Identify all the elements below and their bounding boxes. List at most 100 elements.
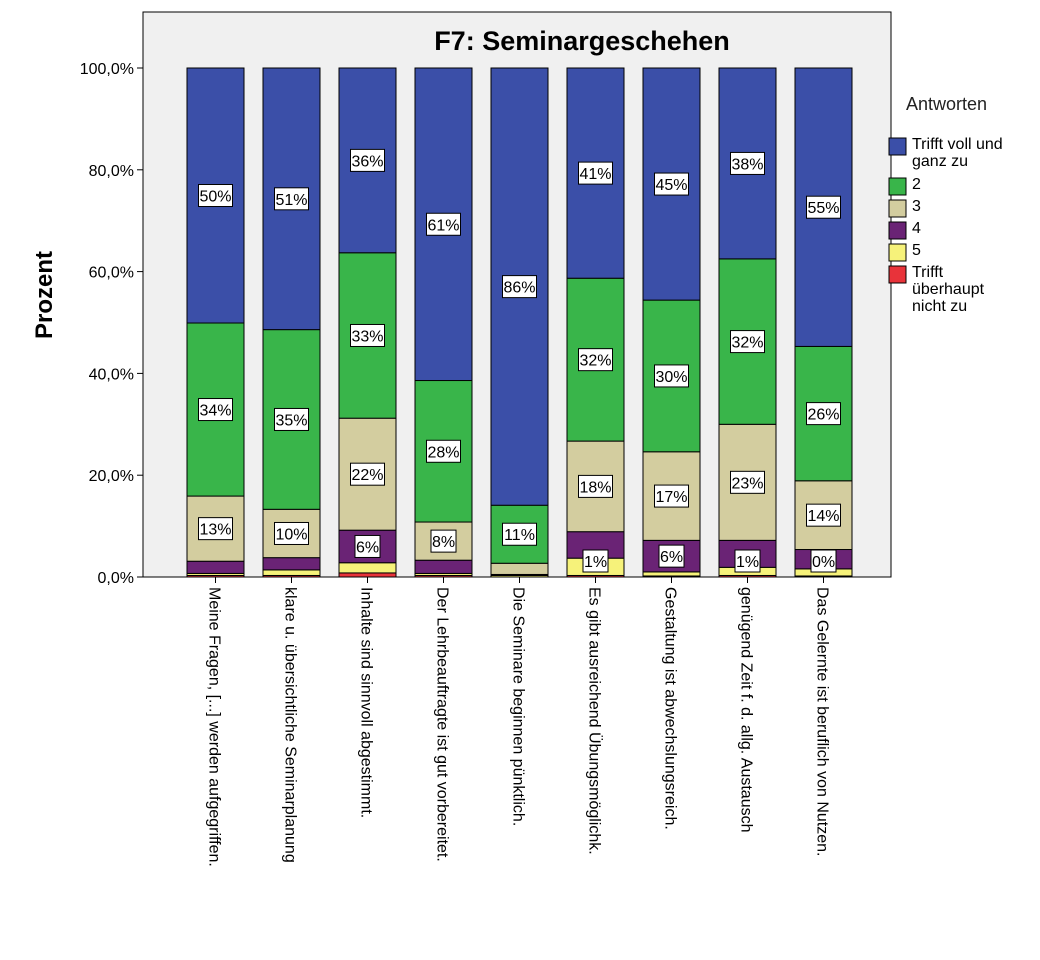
data-label-text: 51% — [275, 192, 307, 209]
data-label: 51% — [274, 187, 309, 211]
data-label-text: 86% — [503, 280, 535, 297]
y-tick-label: 0,0% — [98, 570, 134, 587]
data-label-box — [274, 187, 309, 211]
data-label: 0% — [810, 549, 837, 573]
x-tick-label: klare u. übersichtliche Seminarplanung — [282, 587, 299, 863]
data-label-text: 14% — [807, 508, 839, 525]
x-tick-label: genügend Zeit f. d. allg. Austausch — [738, 587, 755, 833]
legend-label: Trifft voll und — [912, 136, 1003, 153]
data-label-box — [274, 521, 309, 545]
data-label: 30% — [654, 364, 689, 388]
y-tick-label: 60,0% — [89, 265, 134, 282]
data-label-text: 17% — [655, 489, 687, 506]
data-label-text: 22% — [351, 467, 383, 484]
data-label: 32% — [578, 348, 613, 372]
data-label-box — [426, 439, 461, 463]
bar-segment — [642, 571, 701, 577]
data-label-box — [806, 195, 841, 219]
y-axis-label: Prozent — [31, 251, 58, 339]
data-label: 35% — [274, 407, 309, 431]
data-label-text: 10% — [275, 526, 307, 543]
data-label-text: 35% — [275, 412, 307, 429]
y-tick-label: 80,0% — [89, 163, 134, 180]
x-tick-label: Inhalte sind sinnvoll abgestimmt. — [358, 587, 375, 818]
data-label: 13% — [198, 517, 233, 541]
data-label-box — [502, 522, 537, 546]
data-label-text: 55% — [807, 200, 839, 217]
legend-item: 2 — [888, 176, 921, 196]
data-label-text: 32% — [731, 335, 763, 352]
x-axis-ticks: Meine Fragen, [...] werden aufgegriffen.… — [206, 577, 831, 867]
data-label: 14% — [806, 503, 841, 527]
data-label-box — [654, 484, 689, 508]
data-label: 1% — [734, 549, 761, 573]
data-label-box — [730, 151, 765, 175]
bar-segment — [262, 569, 321, 576]
legend-label: Trifft — [912, 264, 944, 281]
data-label-box — [658, 544, 685, 568]
data-label: 22% — [350, 462, 385, 486]
data-label: 18% — [578, 474, 613, 498]
data-label-text: 28% — [427, 444, 459, 461]
legend-swatch — [888, 199, 907, 218]
data-label-text: 1% — [736, 554, 759, 571]
data-label-box — [806, 503, 841, 527]
legend-label: 5 — [912, 242, 921, 259]
data-label-box — [578, 161, 613, 185]
data-label: 23% — [730, 470, 765, 494]
data-label-text: 36% — [351, 153, 383, 170]
data-label: 34% — [198, 398, 233, 422]
bar-segment — [414, 559, 473, 574]
legend-label: 4 — [912, 220, 921, 237]
data-label: 11% — [502, 522, 537, 546]
bar-segment — [262, 557, 321, 571]
data-label: 1% — [582, 549, 609, 573]
data-label-box — [426, 212, 461, 236]
data-label-text: 33% — [351, 328, 383, 345]
legend-swatch — [888, 221, 907, 240]
x-tick-label: Gestaltung ist abwechslungsreich. — [662, 587, 679, 830]
y-tick-label: 40,0% — [89, 366, 134, 383]
data-label-box — [578, 474, 613, 498]
data-label: 33% — [350, 323, 385, 347]
data-label-text: 26% — [807, 407, 839, 424]
data-label: 26% — [806, 402, 841, 426]
data-label-text: 1% — [584, 554, 607, 571]
data-label: 86% — [502, 275, 537, 299]
data-label-box — [730, 330, 765, 354]
legend-label: überhaupt — [912, 281, 985, 298]
data-label-text: 18% — [579, 479, 611, 496]
data-label-text: 8% — [432, 534, 455, 551]
data-label-box — [734, 549, 761, 573]
data-label: 36% — [350, 148, 385, 172]
data-label-box — [730, 470, 765, 494]
data-label-text: 13% — [199, 522, 231, 539]
data-label: 38% — [730, 151, 765, 175]
legend-label: 3 — [912, 198, 921, 215]
legend-item: 5 — [888, 242, 921, 262]
data-label-text: 34% — [199, 403, 231, 420]
data-label-box — [502, 275, 537, 299]
data-label-box — [806, 402, 841, 426]
bars — [186, 67, 853, 578]
x-tick-label: Der Lehrbeauftragte ist gut vorbereitet. — [434, 587, 451, 862]
data-label: 61% — [426, 212, 461, 236]
legend-swatch — [888, 137, 907, 156]
data-label-box — [654, 172, 689, 196]
data-label: 8% — [430, 529, 457, 553]
data-label-text: 50% — [199, 189, 231, 206]
data-label-text: 32% — [579, 353, 611, 370]
data-label-text: 23% — [731, 475, 763, 492]
x-tick-label: Es gibt ausreichend Übungsmöglichk. — [586, 587, 604, 855]
data-label-text: 11% — [504, 527, 535, 544]
data-label-box — [198, 184, 233, 208]
bar-segment — [490, 562, 549, 575]
bar-segment — [186, 560, 245, 574]
bar-segment — [338, 562, 397, 574]
data-label-text: 41% — [579, 166, 611, 183]
data-label-text: 6% — [356, 539, 379, 556]
y-tick-label: 100,0% — [80, 61, 134, 78]
